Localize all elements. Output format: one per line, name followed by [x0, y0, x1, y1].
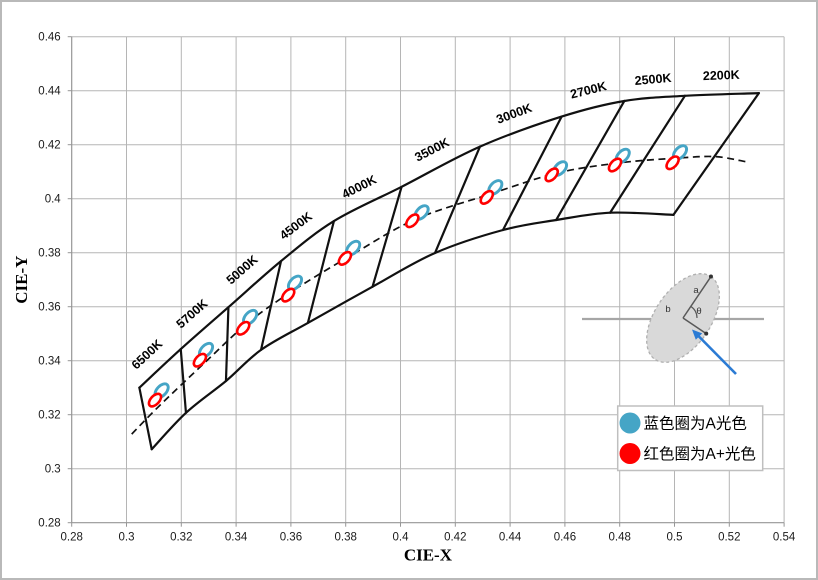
y-tick-label: 0.46 [38, 32, 60, 44]
y-axis-title: CIE-Y [12, 256, 31, 304]
marker-a-plus-4500K [280, 287, 296, 303]
x-tick-label: 0.34 [225, 532, 248, 544]
inset-label-a: a [693, 285, 699, 296]
x-tick-label: 0.3 [119, 532, 135, 544]
cct-bin-label-3000K: 3000K [495, 101, 534, 127]
inset-major-axis-endpoint-dot [708, 274, 713, 279]
inset-ellipse-diagram: a b θ [582, 273, 764, 375]
cct-bin-label-3500K: 3500K [412, 135, 451, 164]
x-tick-label: 0.4 [393, 532, 410, 544]
y-tick-label: 0.28 [38, 518, 60, 530]
inset-labels: a b θ [665, 285, 701, 317]
cct-bin-label-6500K: 6500K [129, 337, 165, 372]
cct-bin-label-2500K: 2500K [634, 71, 672, 88]
x-tick-label: 0.48 [609, 532, 631, 544]
cct-bin-divider [555, 99, 626, 222]
marker-a-plus-2500K [607, 157, 623, 173]
tick-labels: 0.28 0.3 0.32 0.34 0.36 0.38 0.4 0.42 0.44 0.46 0.… [38, 32, 796, 544]
marker-a-plus-4000K [337, 250, 353, 266]
band-top-boundary [138, 92, 760, 389]
x-axis-title: CIE-X [404, 546, 453, 565]
x-tick-label: 0.36 [280, 532, 302, 544]
cct-bin-divider [179, 347, 188, 414]
band-bottom-boundary [150, 211, 675, 451]
inset-minor-axis-line [682, 317, 707, 335]
marker-a-plus-2700K [544, 167, 560, 183]
x-tick-label: 0.54 [773, 532, 796, 544]
chromaticity-band [138, 92, 760, 451]
x-tick-label: 0.5 [667, 532, 683, 544]
marker-a-plus-2200K [665, 155, 680, 171]
inset-pointer-arrowhead [692, 329, 703, 340]
x-tick-label: 0.44 [499, 532, 522, 544]
y-tick-label: 0.44 [38, 86, 61, 98]
x-tick-label: 0.38 [335, 532, 357, 544]
cct-bin-divider [609, 94, 687, 214]
marker-a-plus-3000K [479, 189, 495, 205]
planckian-locus [131, 155, 746, 435]
y-tick-label: 0.42 [38, 140, 60, 152]
y-tick-label: 0.34 [38, 356, 61, 368]
inset-pointer-arrow [695, 332, 737, 375]
series-a-plus [147, 155, 680, 408]
marker-a-plus-6500K [147, 392, 163, 408]
legend-label-a: 蓝色圈为A光色 [644, 415, 747, 433]
legend-label-a-plus: 红色圈为A+光色 [644, 445, 756, 463]
inset-angle-arc [690, 305, 698, 319]
cct-bin-label-2200K: 2200K [703, 68, 740, 83]
cct-bin-label-5700K: 5700K [174, 296, 211, 331]
band-left-edge [138, 386, 153, 451]
y-tick-label: 0.32 [38, 410, 60, 422]
inset-major-axis-line [682, 276, 712, 319]
legend-box [616, 405, 764, 472]
cct-bin-divider [501, 115, 563, 232]
y-tick-label: 0.4 [45, 194, 62, 206]
cct-bin-divider [433, 145, 482, 255]
x-tick-label: 0.46 [554, 532, 576, 544]
y-tick-label: 0.36 [38, 302, 60, 314]
cct-bin-divider [371, 185, 403, 288]
cct-bin-label-2700K: 2700K [569, 79, 608, 101]
inset-minor-axis-endpoint-dot [704, 331, 709, 336]
marker-a-plus-5000K [235, 320, 251, 336]
cct-bin-divider [224, 306, 230, 383]
marker-a-plus-5700K [192, 352, 208, 368]
x-tick-label: 0.32 [170, 532, 192, 544]
cct-bin-divider [306, 220, 336, 324]
legend-swatch-a [619, 412, 641, 434]
x-tick-label: 0.52 [718, 532, 740, 544]
x-tick-label: 0.42 [444, 532, 466, 544]
y-tick-label: 0.38 [38, 248, 60, 260]
y-tick-label: 0.3 [45, 464, 61, 476]
legend-swatch-a-plus [619, 443, 641, 464]
inset-label-angle: θ [696, 306, 701, 317]
inset-label-b: b [665, 304, 670, 315]
marker-a-plus-3500K [404, 213, 420, 229]
x-tick-label: 0.28 [61, 532, 83, 544]
band-right-edge [672, 92, 760, 216]
